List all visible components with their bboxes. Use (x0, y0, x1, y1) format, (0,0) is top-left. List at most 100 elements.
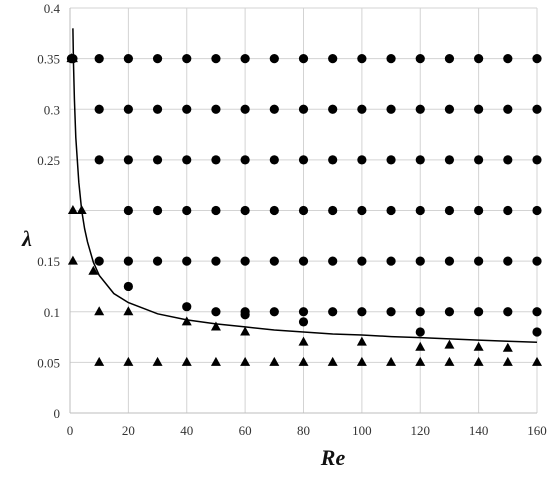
circle-point (415, 104, 425, 114)
circle-point (328, 256, 338, 266)
circle-point (415, 205, 425, 216)
circle-point (211, 256, 221, 266)
circle-point (94, 155, 104, 165)
circle-point (503, 155, 513, 165)
circle-point (328, 307, 338, 317)
circle-point (357, 54, 367, 64)
circle-point (94, 104, 104, 114)
triangle-point (444, 356, 455, 366)
circle-point (240, 205, 250, 216)
circle-point (240, 310, 250, 320)
x-tick-label: 160 (527, 423, 547, 438)
circle-point (182, 302, 192, 312)
circle-point (123, 281, 133, 292)
circle-point (532, 205, 542, 216)
triangle-point (298, 356, 309, 366)
circle-point (328, 104, 338, 114)
triangle-point (386, 356, 397, 366)
triangle-point (356, 336, 367, 346)
x-tick-label: 100 (352, 423, 372, 438)
circle-point (474, 54, 484, 64)
x-tick-label: 0 (67, 423, 74, 438)
circle-point (298, 104, 309, 114)
circle-point (444, 155, 455, 165)
circle-point (386, 256, 396, 266)
triangle-series (66, 53, 542, 366)
triangle-point (123, 356, 134, 366)
circle-point (182, 54, 192, 64)
x-tick-label: 60 (239, 423, 252, 438)
triangle-point (94, 306, 105, 316)
triangle-point (240, 326, 251, 336)
circle-point (532, 54, 542, 64)
triangle-point (210, 321, 221, 331)
circle-point (444, 256, 455, 266)
circle-point (240, 155, 250, 165)
circle-point (211, 54, 221, 64)
circle-point (123, 155, 133, 165)
triangle-point (327, 356, 338, 366)
circle-point (415, 54, 425, 64)
circle-point (211, 155, 221, 165)
triangle-point (473, 341, 484, 351)
y-axis-label: λ (21, 226, 32, 251)
circle-point (503, 205, 513, 216)
triangle-point (67, 205, 78, 214)
circle-point (211, 104, 221, 114)
triangle-point (181, 316, 192, 326)
circle-point (357, 256, 367, 266)
circle-point (444, 104, 455, 114)
circle-point (269, 104, 279, 114)
circle-point (182, 256, 192, 266)
circle-point (269, 256, 279, 266)
circle-point (503, 307, 513, 317)
circle-point (532, 104, 542, 114)
circle-point (211, 205, 221, 216)
circle-point (503, 54, 513, 64)
circle-point (298, 205, 309, 216)
triangle-point (444, 339, 455, 349)
circle-point (357, 155, 367, 165)
circle-point (474, 307, 484, 317)
circle-point (386, 54, 396, 64)
circle-point (94, 54, 104, 64)
triangle-point (181, 356, 192, 366)
fit-curve (72, 28, 538, 344)
circle-point (503, 104, 513, 114)
triangle-point (210, 356, 221, 366)
circle-point (152, 54, 163, 64)
circle-point (240, 104, 250, 114)
x-tick-label: 140 (469, 423, 489, 438)
circle-point (298, 155, 309, 165)
circle-point (269, 155, 279, 165)
triangle-point (88, 265, 99, 275)
circle-point (298, 256, 309, 266)
circle-point (298, 54, 309, 64)
circle-point (328, 155, 338, 165)
circle-point (415, 307, 425, 317)
triangle-point (502, 356, 513, 366)
circle-series (66, 54, 542, 337)
circle-point (415, 327, 425, 337)
x-axis-label: Re (320, 445, 346, 470)
circle-point (328, 54, 338, 64)
triangle-point (152, 356, 163, 366)
circle-point (532, 327, 542, 337)
y-tick-label: 0.25 (37, 153, 60, 168)
circle-point (474, 205, 484, 216)
triangle-point (123, 306, 134, 316)
tick-labels: 0 20 40 60 80 100 120 140 160 0 0.05 0.1 0.15 0.25 0.3… (37, 1, 547, 438)
circle-point (182, 104, 192, 114)
triangle-point (415, 356, 426, 366)
circle-point (182, 205, 192, 216)
circle-point (415, 256, 425, 266)
y-tick-label: 0.1 (44, 305, 60, 320)
triangle-point (415, 341, 426, 351)
circle-point (386, 155, 396, 165)
circle-point (532, 155, 542, 165)
circle-point (357, 104, 367, 114)
circle-point (474, 256, 484, 266)
circle-point (444, 205, 455, 216)
x-tick-label: 120 (411, 423, 431, 438)
circle-point (152, 155, 163, 165)
